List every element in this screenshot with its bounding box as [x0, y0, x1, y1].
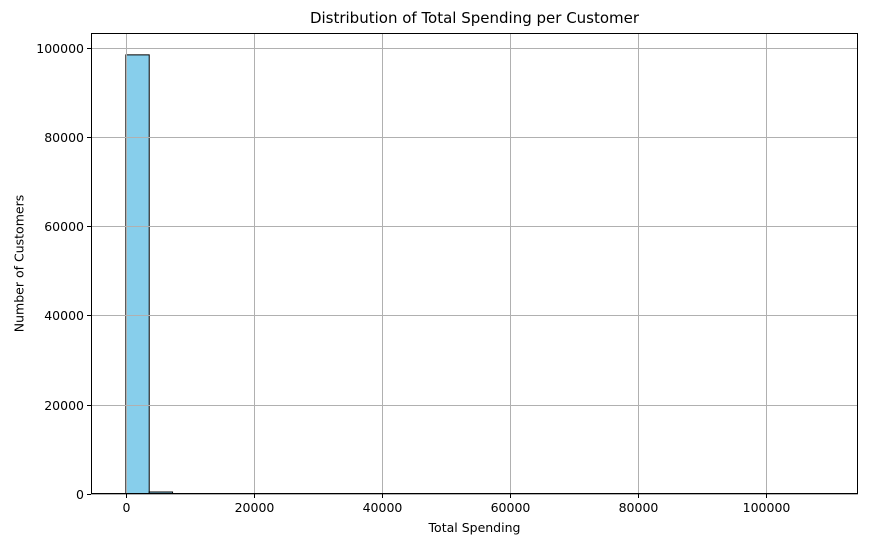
plot-border — [91, 33, 858, 494]
y-tick-label-2: 40000 — [44, 308, 84, 323]
y-tick-label-5: 100000 — [36, 41, 84, 56]
x-tick-label-3: 60000 — [491, 500, 531, 515]
y-tick-label-3: 60000 — [44, 219, 84, 234]
axis-ticks: 0 20000 40000 60000 80000 100000 0 20000 40000 60… — [36, 41, 790, 515]
y-tick-label-4: 80000 — [44, 130, 84, 145]
plot-frame — [91, 33, 858, 494]
chart-title: Distribution of Total Spending per Custo… — [310, 9, 640, 27]
grid-lines — [91, 33, 858, 495]
x-tick-label-5: 100000 — [743, 500, 791, 515]
y-tick-label-0: 0 — [76, 487, 84, 502]
y-axis-title: Number of Customers — [11, 195, 26, 332]
y-tick-label-1: 20000 — [44, 398, 84, 413]
histogram-bar-0 — [125, 54, 150, 495]
x-axis-title: Total Spending — [428, 520, 521, 535]
x-tick-label-1: 20000 — [235, 500, 275, 515]
x-tick-label-4: 80000 — [619, 500, 659, 515]
x-tick-label-0: 0 — [123, 500, 131, 515]
x-tick-label-2: 40000 — [363, 500, 403, 515]
